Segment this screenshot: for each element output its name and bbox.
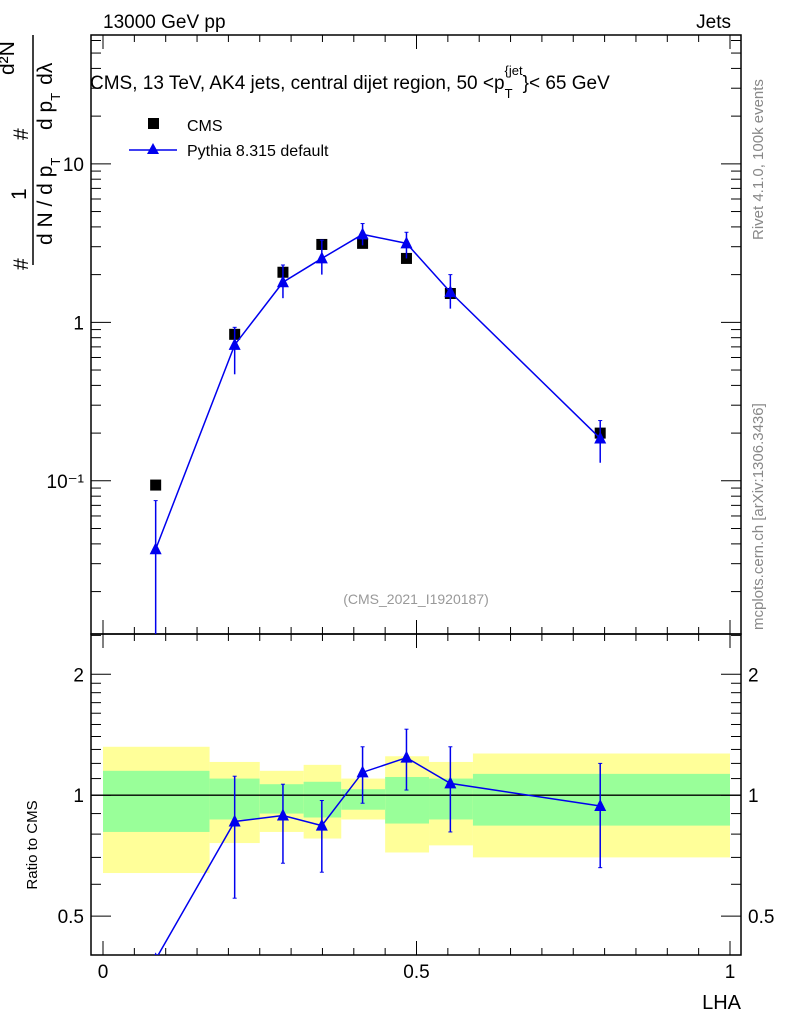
y-axis-label-main: # 1 d N / d pT # d²N d pTdλ bbox=[0, 35, 63, 270]
svg-text:d N / d pT: d N / d pT bbox=[34, 158, 63, 245]
ratio-point bbox=[444, 776, 457, 789]
green-band bbox=[472, 773, 730, 826]
y-tick-label: 0.5 bbox=[58, 907, 84, 928]
ratio-point bbox=[276, 808, 289, 821]
ylabel-T2: T bbox=[48, 93, 63, 101]
y-tick-label: 1 bbox=[73, 786, 84, 807]
ylabel-hash2: # bbox=[10, 128, 33, 140]
pythia-point bbox=[315, 251, 328, 264]
svg-text:#: # bbox=[10, 258, 33, 270]
plot-title-sub: T bbox=[505, 86, 513, 101]
ratio-marks bbox=[154, 728, 607, 955]
axes: 0 0.5 1 10 1 10⁻¹ 2 2 1 1 0.5 0.5 bbox=[47, 34, 774, 983]
ylabel-T1: T bbox=[48, 158, 63, 166]
side-label-rivet: Rivet 4.1.0, 100k events bbox=[750, 79, 767, 240]
y-tick-label: 10⁻¹ bbox=[47, 472, 85, 493]
main-marks bbox=[149, 223, 607, 634]
pythia-point bbox=[356, 227, 369, 240]
x-tick-label: 0.5 bbox=[403, 962, 429, 983]
pythia-point bbox=[594, 431, 607, 444]
legend-pythia-marker bbox=[147, 143, 159, 154]
x-tick-label: 1 bbox=[725, 962, 736, 983]
green-band bbox=[103, 770, 210, 832]
plot-title-sup: {jet bbox=[505, 63, 523, 78]
ylabel-hash1: # bbox=[10, 258, 33, 270]
ratio-point bbox=[356, 765, 369, 778]
green-band bbox=[259, 784, 304, 814]
ratio-point bbox=[594, 798, 607, 811]
legend-cms-label: CMS bbox=[187, 118, 223, 135]
x-axis-label: LHA bbox=[702, 992, 742, 1014]
plot-title: CMS, 13 TeV, AK4 jets, central dijet reg… bbox=[90, 63, 610, 101]
y-tick-label: 2 bbox=[73, 665, 84, 686]
ylabel-one: 1 bbox=[8, 188, 31, 200]
y-tick-label-right: 0.5 bbox=[748, 907, 774, 928]
ylabel-dl: dλ bbox=[34, 62, 57, 85]
ratio-point bbox=[400, 750, 413, 763]
pythia-line bbox=[154, 233, 601, 550]
y-tick-label-right: 1 bbox=[748, 786, 759, 807]
legend-pythia-label: Pythia 8.315 default bbox=[187, 143, 329, 160]
ratio-point bbox=[154, 952, 157, 955]
ylabel-d2n: d²N bbox=[0, 41, 19, 75]
y-tick-label: 1 bbox=[73, 313, 84, 334]
x-tick-label: 0 bbox=[98, 962, 109, 983]
legend-cms-marker bbox=[148, 118, 159, 129]
y-tick-label: 10 bbox=[63, 155, 84, 176]
header-right: Jets bbox=[696, 12, 731, 33]
data-marks bbox=[149, 223, 607, 955]
pythia-point bbox=[149, 542, 162, 555]
analysis-id: (CMS_2021_I1920187) bbox=[343, 591, 489, 607]
plot-title-end: }< 65 GeV bbox=[523, 73, 610, 94]
ylabel-dn: d N / d p bbox=[34, 166, 57, 245]
y-tick-label-right: 2 bbox=[748, 665, 759, 686]
svg-text:d pTdλ: d pTdλ bbox=[34, 62, 63, 130]
pythia-point bbox=[228, 337, 241, 350]
side-label-mcplots: mcplots.cern.ch [arXiv:1306.3436] bbox=[750, 403, 767, 630]
ratio-line bbox=[157, 756, 601, 955]
ratio-point bbox=[315, 818, 328, 831]
plot-title-main: CMS, 13 TeV, AK4 jets, central dijet reg… bbox=[90, 73, 505, 94]
cms-point bbox=[150, 479, 162, 491]
y-axis-label-ratio: Ratio to CMS bbox=[24, 800, 41, 889]
pythia-point bbox=[444, 285, 457, 298]
ratio-point bbox=[228, 814, 241, 827]
ratio-uncertainty-bands bbox=[91, 746, 741, 874]
header-left: 13000 GeV pp bbox=[103, 12, 226, 33]
legend: CMS Pythia 8.315 default bbox=[129, 118, 329, 160]
ylabel-dpt: d p bbox=[34, 101, 57, 130]
pythia-point bbox=[400, 236, 413, 249]
pythia-point bbox=[276, 275, 289, 288]
